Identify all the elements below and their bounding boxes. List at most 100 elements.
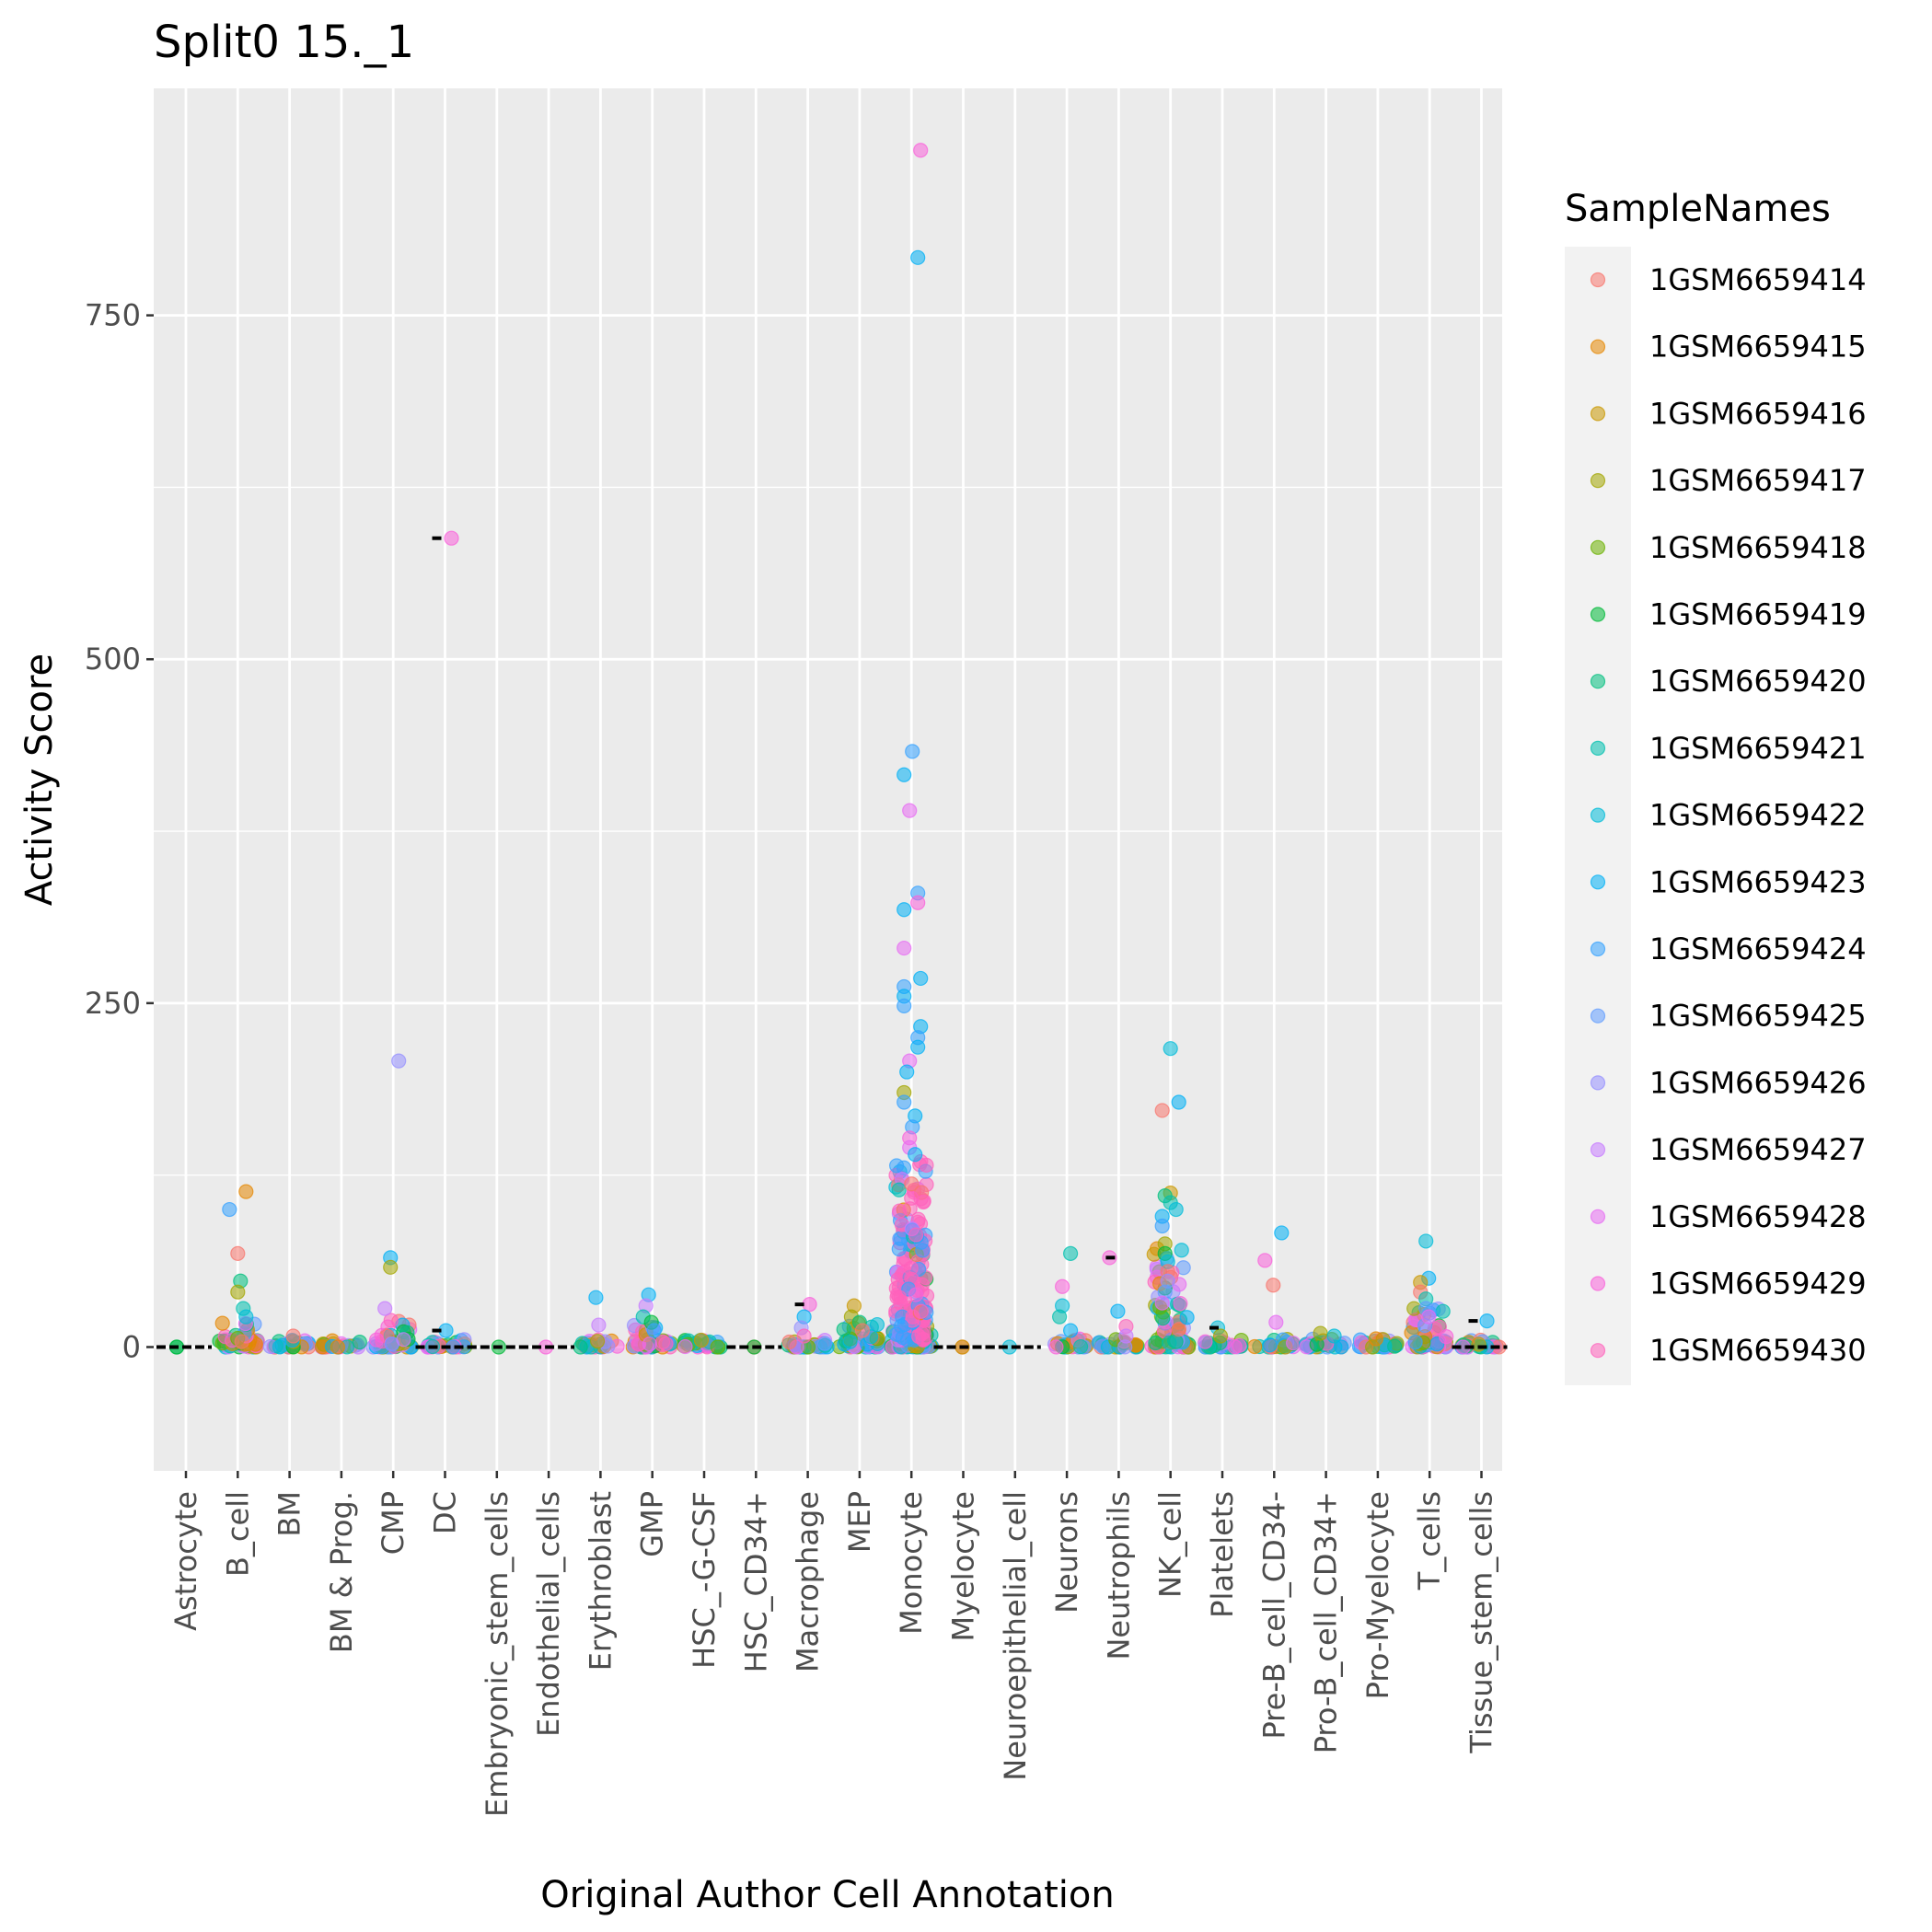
data-point [869, 1316, 885, 1333]
data-point [658, 1336, 674, 1352]
x-tick-label: Neutrophils [1101, 1491, 1136, 1660]
data-point [1072, 1338, 1089, 1355]
data-point [591, 1317, 607, 1333]
minor-gridlines [154, 486, 1502, 1176]
data-point [1148, 1335, 1163, 1351]
data-point [891, 1182, 907, 1197]
legend-key [1590, 674, 1606, 689]
data-point [1479, 1313, 1495, 1329]
legend-label: 1GSM6659421 [1649, 731, 1867, 766]
data-point [1171, 1094, 1186, 1110]
data-point [1163, 1041, 1178, 1057]
x-tick-label: Endothelial_cells [531, 1491, 566, 1737]
data-point [1062, 1323, 1079, 1338]
legend-label: 1GSM6659429 [1649, 1267, 1867, 1301]
x-tick-label: NK_cell [1153, 1491, 1188, 1598]
data-point [781, 1334, 797, 1350]
data-point [913, 143, 929, 158]
legend-label: 1GSM6659418 [1649, 530, 1867, 565]
legend-label: 1GSM6659414 [1649, 262, 1867, 297]
data-point [1227, 1339, 1243, 1355]
legend-key [1590, 1008, 1606, 1024]
data-point [444, 530, 459, 546]
x-tick-label: Embryonic_stem_cells [480, 1491, 515, 1817]
data-point [854, 1323, 871, 1338]
data-point [1285, 1336, 1301, 1351]
legend-label: 1GSM6659425 [1649, 999, 1867, 1034]
legend-key [1590, 941, 1606, 957]
data-point [1110, 1303, 1126, 1319]
y-tick-label: 500 [85, 642, 141, 677]
data-point [1471, 1336, 1487, 1352]
x-tick-label: T_cells [1412, 1491, 1447, 1591]
data-point [238, 1184, 254, 1199]
data-point [368, 1332, 385, 1348]
legend-key [1590, 1075, 1606, 1091]
data-point [842, 1334, 858, 1349]
data-point [1266, 1278, 1281, 1293]
data-point [1154, 1295, 1170, 1311]
data-point [377, 1301, 393, 1316]
data-point [897, 767, 912, 782]
data-point [222, 1201, 237, 1218]
x-tick-label: HSC_-G-CSF [687, 1491, 722, 1669]
data-point [1154, 1218, 1170, 1234]
data-point [1171, 1322, 1187, 1337]
x-tick-label: Neurons [1049, 1491, 1084, 1614]
y-tick-label: 250 [85, 986, 141, 1021]
x-tick-label: Myelocyte [946, 1491, 981, 1641]
x-tick-label: Macrophage [791, 1491, 826, 1672]
data-point [897, 1094, 912, 1110]
data-point [1048, 1339, 1064, 1355]
legend-key [1590, 472, 1606, 489]
legend-title: SampleNames [1565, 188, 1831, 230]
data-point [1051, 1309, 1068, 1325]
data-point [1274, 1225, 1290, 1241]
legend-label: 1GSM6659428 [1649, 1199, 1867, 1234]
data-point [897, 998, 912, 1013]
data-point [383, 1259, 399, 1275]
legend-key [1590, 272, 1606, 288]
data-point [816, 1336, 833, 1351]
x-tick-label: Monocyte [894, 1491, 929, 1635]
legend-label: 1GSM6659416 [1649, 396, 1867, 431]
data-point [234, 1334, 249, 1349]
data-point [796, 1328, 812, 1344]
data-point [902, 803, 918, 818]
x-tick-label: BM & Prog. [324, 1491, 359, 1653]
data-point [908, 1227, 924, 1243]
data-point [383, 1313, 399, 1328]
legend-key [1590, 807, 1606, 823]
major-gridlines [154, 88, 1502, 1471]
data-point [908, 1287, 924, 1302]
data-point [588, 1290, 604, 1305]
data-point [1421, 1309, 1437, 1325]
data-point [904, 1176, 920, 1192]
data-point [913, 1303, 929, 1319]
data-points [156, 143, 1508, 1355]
x-tick-label: Astrocyte [168, 1491, 203, 1631]
x-tick-label: Erythroblast [583, 1491, 618, 1671]
x-tick-label: Tissue_stem_cells [1464, 1491, 1499, 1754]
x-tick-label: Pre-B_cell_CD34- [1256, 1491, 1291, 1740]
data-point [897, 940, 912, 956]
legend-label: 1GSM6659423 [1649, 864, 1867, 899]
legend-key [1590, 339, 1606, 354]
data-point [677, 1338, 693, 1355]
data-point [1247, 1338, 1263, 1355]
legend-key [1590, 1209, 1606, 1224]
x-tick-label: BM [272, 1491, 307, 1537]
legend-label: 1GSM6659422 [1649, 798, 1867, 833]
data-point [1334, 1339, 1349, 1355]
data-point [908, 1147, 923, 1163]
x-tick-label: Neuroepithelial_cell [998, 1491, 1033, 1781]
data-point [589, 1334, 606, 1349]
data-point [1168, 1201, 1184, 1218]
data-point [905, 744, 920, 759]
data-point [891, 1290, 907, 1305]
legend-key [1590, 740, 1606, 757]
data-point [1197, 1334, 1213, 1349]
plot-panel [154, 88, 1502, 1471]
legend-key [1590, 1343, 1606, 1359]
